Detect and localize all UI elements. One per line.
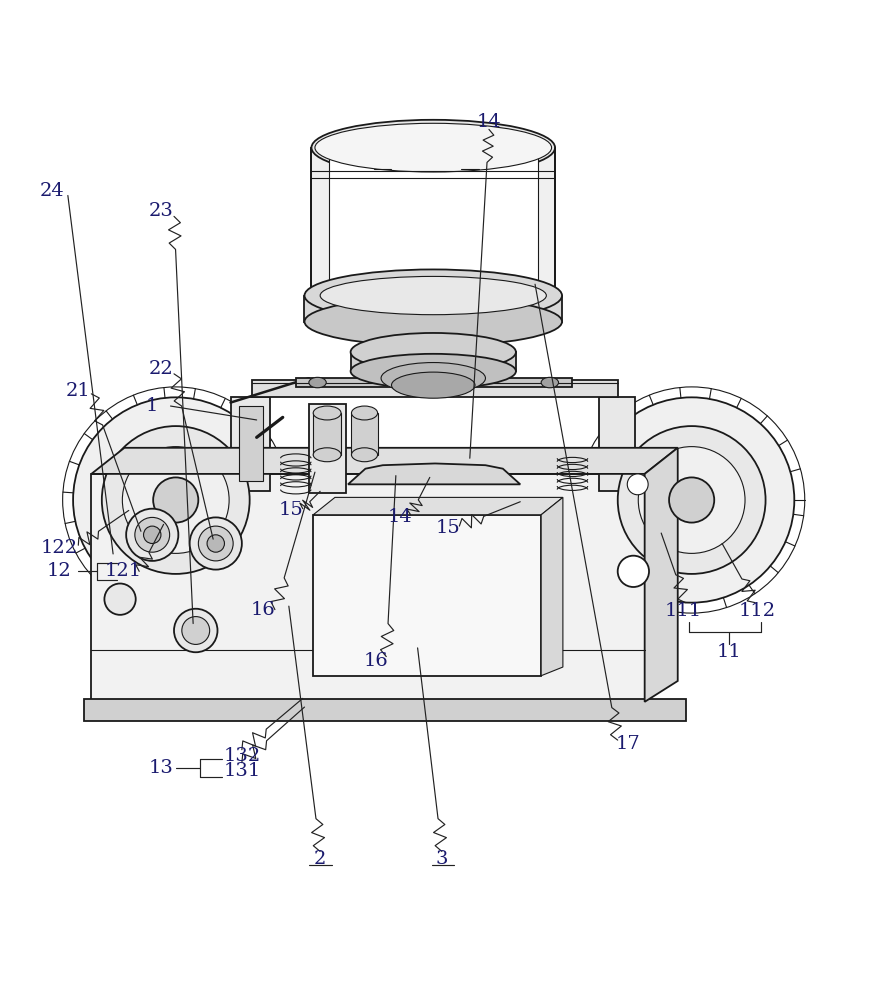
Text: 17: 17 bbox=[615, 735, 640, 753]
Ellipse shape bbox=[304, 269, 561, 322]
Ellipse shape bbox=[207, 535, 224, 552]
Text: 22: 22 bbox=[149, 360, 173, 378]
Bar bbox=[84, 699, 685, 721]
Text: 11: 11 bbox=[716, 643, 740, 661]
Polygon shape bbox=[644, 448, 677, 702]
Text: 21: 21 bbox=[66, 382, 90, 400]
Polygon shape bbox=[91, 474, 644, 702]
Ellipse shape bbox=[153, 477, 198, 523]
Ellipse shape bbox=[313, 448, 341, 462]
Ellipse shape bbox=[123, 447, 229, 553]
Ellipse shape bbox=[315, 123, 551, 172]
Text: 111: 111 bbox=[664, 602, 700, 620]
Polygon shape bbox=[541, 497, 562, 676]
Ellipse shape bbox=[320, 276, 546, 315]
Text: 12: 12 bbox=[47, 562, 71, 580]
Ellipse shape bbox=[617, 556, 648, 587]
Ellipse shape bbox=[73, 397, 278, 603]
Polygon shape bbox=[598, 397, 634, 491]
Text: 13: 13 bbox=[149, 759, 173, 777]
Text: 132: 132 bbox=[223, 747, 260, 765]
Polygon shape bbox=[308, 404, 346, 493]
Ellipse shape bbox=[381, 363, 485, 394]
Polygon shape bbox=[348, 463, 520, 484]
Ellipse shape bbox=[668, 477, 713, 523]
Ellipse shape bbox=[351, 406, 377, 420]
Ellipse shape bbox=[143, 526, 161, 544]
Text: 15: 15 bbox=[279, 501, 303, 519]
Ellipse shape bbox=[126, 509, 178, 561]
Ellipse shape bbox=[391, 372, 474, 398]
Polygon shape bbox=[351, 413, 377, 455]
Ellipse shape bbox=[304, 297, 561, 346]
Ellipse shape bbox=[541, 377, 558, 388]
Text: 2: 2 bbox=[314, 850, 326, 868]
Ellipse shape bbox=[135, 517, 169, 552]
Ellipse shape bbox=[182, 617, 209, 644]
Polygon shape bbox=[295, 378, 572, 387]
Text: 121: 121 bbox=[105, 562, 142, 580]
Text: 16: 16 bbox=[363, 652, 388, 670]
Ellipse shape bbox=[313, 406, 341, 420]
Text: 112: 112 bbox=[738, 602, 774, 620]
Polygon shape bbox=[239, 406, 262, 481]
Ellipse shape bbox=[311, 120, 554, 175]
Ellipse shape bbox=[198, 526, 233, 561]
Ellipse shape bbox=[617, 426, 765, 574]
Text: 15: 15 bbox=[435, 519, 460, 537]
Polygon shape bbox=[304, 296, 561, 322]
Polygon shape bbox=[313, 413, 341, 455]
Text: 122: 122 bbox=[41, 539, 77, 557]
Polygon shape bbox=[328, 154, 537, 284]
Polygon shape bbox=[91, 448, 677, 474]
Text: 1: 1 bbox=[146, 397, 158, 415]
Polygon shape bbox=[313, 515, 541, 676]
Ellipse shape bbox=[588, 397, 793, 603]
Text: 14: 14 bbox=[388, 508, 412, 526]
Text: 24: 24 bbox=[40, 182, 64, 200]
Polygon shape bbox=[252, 380, 617, 397]
Polygon shape bbox=[230, 397, 269, 491]
Ellipse shape bbox=[350, 333, 515, 371]
Polygon shape bbox=[313, 497, 562, 515]
Ellipse shape bbox=[174, 609, 217, 652]
Ellipse shape bbox=[638, 447, 744, 553]
Polygon shape bbox=[350, 352, 515, 371]
Ellipse shape bbox=[102, 426, 249, 574]
Ellipse shape bbox=[351, 448, 377, 462]
Ellipse shape bbox=[104, 584, 136, 615]
Text: 131: 131 bbox=[223, 762, 260, 780]
Polygon shape bbox=[311, 148, 554, 296]
Ellipse shape bbox=[189, 517, 242, 570]
Text: 3: 3 bbox=[435, 850, 448, 868]
Ellipse shape bbox=[308, 377, 326, 388]
Ellipse shape bbox=[350, 354, 515, 389]
Text: 14: 14 bbox=[476, 113, 501, 131]
Text: 16: 16 bbox=[250, 601, 275, 619]
Ellipse shape bbox=[627, 474, 647, 495]
Text: 23: 23 bbox=[149, 202, 173, 220]
